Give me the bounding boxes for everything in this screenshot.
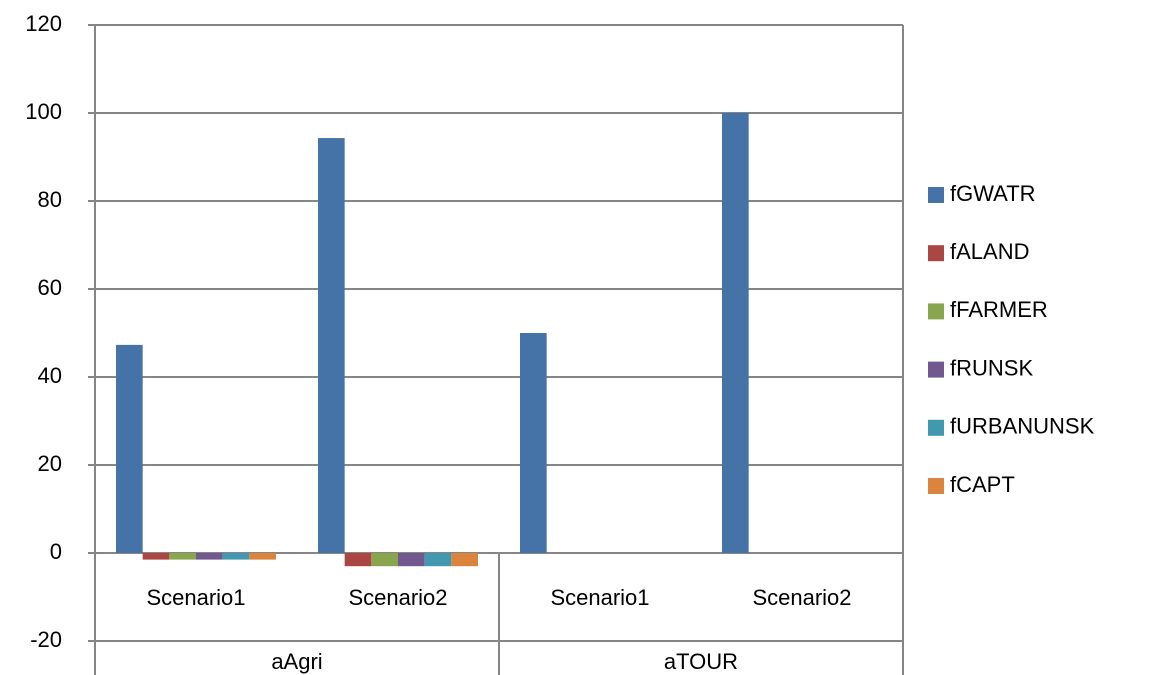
legend-swatch bbox=[928, 478, 944, 494]
legend-swatch bbox=[928, 187, 944, 203]
bar bbox=[116, 344, 143, 553]
y-tick-label: 100 bbox=[25, 99, 62, 124]
legend-label: fURBANUNSK bbox=[950, 414, 1095, 439]
y-tick-label: 60 bbox=[38, 275, 62, 300]
legend-label: fGWATR bbox=[950, 181, 1036, 206]
bar bbox=[142, 553, 170, 560]
y-tick-label: -20 bbox=[30, 627, 62, 652]
y-tick-label: 40 bbox=[38, 363, 62, 388]
group-label: aTOUR bbox=[664, 649, 738, 674]
bar bbox=[451, 553, 478, 567]
y-tick-label: 120 bbox=[25, 11, 62, 36]
bar bbox=[398, 553, 425, 567]
legend-label: fALAND bbox=[950, 239, 1029, 264]
group-label: aAgri bbox=[271, 649, 322, 674]
bar bbox=[344, 553, 372, 567]
legend-swatch bbox=[928, 245, 944, 262]
legend-swatch bbox=[928, 361, 944, 378]
x-tick-label: Scenario2 bbox=[348, 585, 447, 610]
bar bbox=[520, 333, 547, 553]
x-tick-label: Scenario2 bbox=[752, 585, 851, 610]
bar bbox=[222, 553, 250, 560]
bar bbox=[424, 553, 452, 567]
bar bbox=[371, 553, 398, 567]
y-tick-label: 0 bbox=[50, 539, 62, 564]
y-tick-label: 80 bbox=[38, 187, 62, 212]
bar bbox=[196, 553, 223, 560]
legend-label: fRUNSK bbox=[950, 355, 1033, 380]
legend-label: fCAPT bbox=[950, 472, 1015, 497]
bar bbox=[722, 113, 749, 553]
legend-swatch bbox=[928, 419, 944, 436]
legend-label: fFARMER bbox=[950, 297, 1048, 322]
x-tick-label: Scenario1 bbox=[146, 585, 245, 610]
bar bbox=[318, 138, 345, 553]
bar bbox=[169, 553, 196, 560]
x-tick-label: Scenario1 bbox=[550, 585, 649, 610]
bar bbox=[249, 553, 276, 560]
legend-swatch bbox=[928, 303, 944, 320]
y-tick-label: 20 bbox=[38, 451, 62, 476]
